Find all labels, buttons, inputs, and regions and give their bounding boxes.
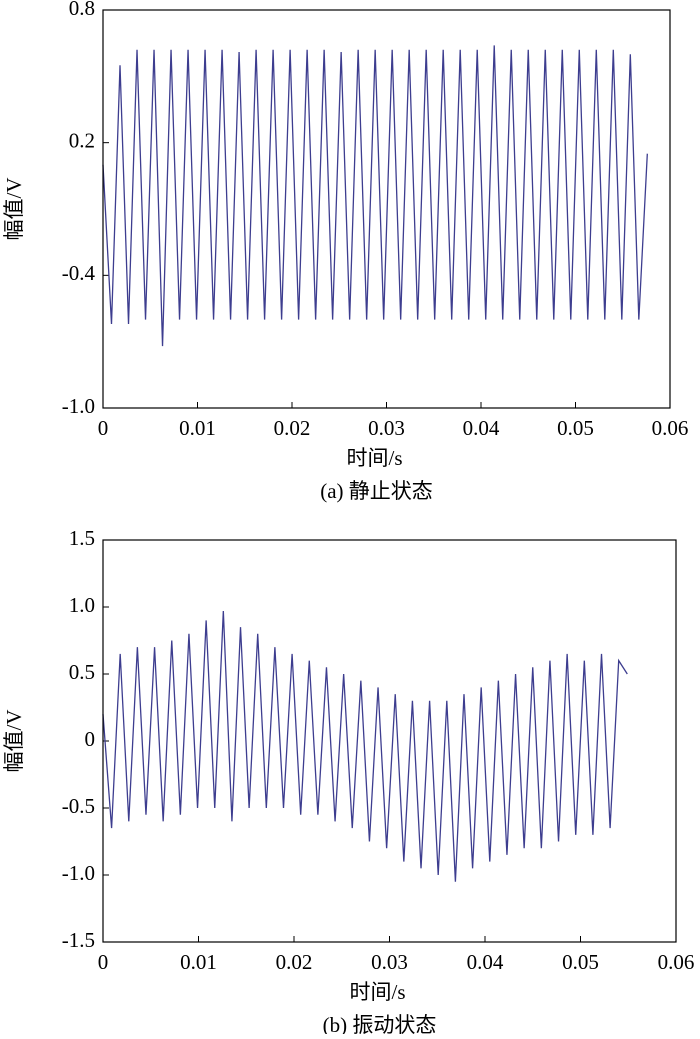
x-tick-label: 0.01 [179, 416, 216, 440]
x-tick-label: 0.01 [180, 950, 217, 974]
x-tick-label: 0.05 [562, 950, 599, 974]
y-tick-label: 1.5 [69, 526, 95, 550]
signal-line [102, 610, 628, 882]
plot-frame [102, 9, 671, 409]
x-tick-label: 0.06 [652, 416, 689, 440]
y-tick-label: 0.2 [69, 128, 95, 152]
y-tick-label: -1.5 [62, 928, 95, 952]
y-tick-label: 0.8 [69, 0, 95, 20]
caption: (b) 振动状态 [323, 1013, 437, 1034]
y-tick-label: 0 [85, 727, 96, 751]
x-tick-label: 0.04 [467, 950, 504, 974]
x-tick-label: 0.02 [274, 416, 311, 440]
x-tick-label: 0.06 [658, 950, 695, 974]
x-tick-label: 0.02 [276, 950, 313, 974]
x-tick-label: 0 [98, 416, 109, 440]
y-tick-label: 0.5 [69, 660, 95, 684]
x-tick-label: 0.05 [557, 416, 594, 440]
y-tick-label: 1.0 [69, 593, 95, 617]
y-tick-label: -1.0 [62, 861, 95, 885]
x-tick-label: 0.03 [368, 416, 405, 440]
x-axis-label: 时间/s [346, 446, 402, 470]
y-tick-label: -1.0 [62, 394, 95, 418]
x-tick-label: 0 [98, 950, 109, 974]
signal-line [102, 45, 648, 347]
y-axis-label: 幅值/V [2, 178, 26, 241]
y-tick-label: -0.4 [62, 261, 96, 285]
x-tick-label: 0.04 [463, 416, 500, 440]
y-tick-label: -0.5 [62, 794, 95, 818]
plot-frame [102, 539, 677, 943]
caption: (a) 静止状态 [320, 479, 433, 503]
y-axis-label: 幅值/V [2, 710, 26, 773]
x-axis-label: 时间/s [349, 980, 405, 1004]
x-tick-label: 0.03 [371, 950, 408, 974]
